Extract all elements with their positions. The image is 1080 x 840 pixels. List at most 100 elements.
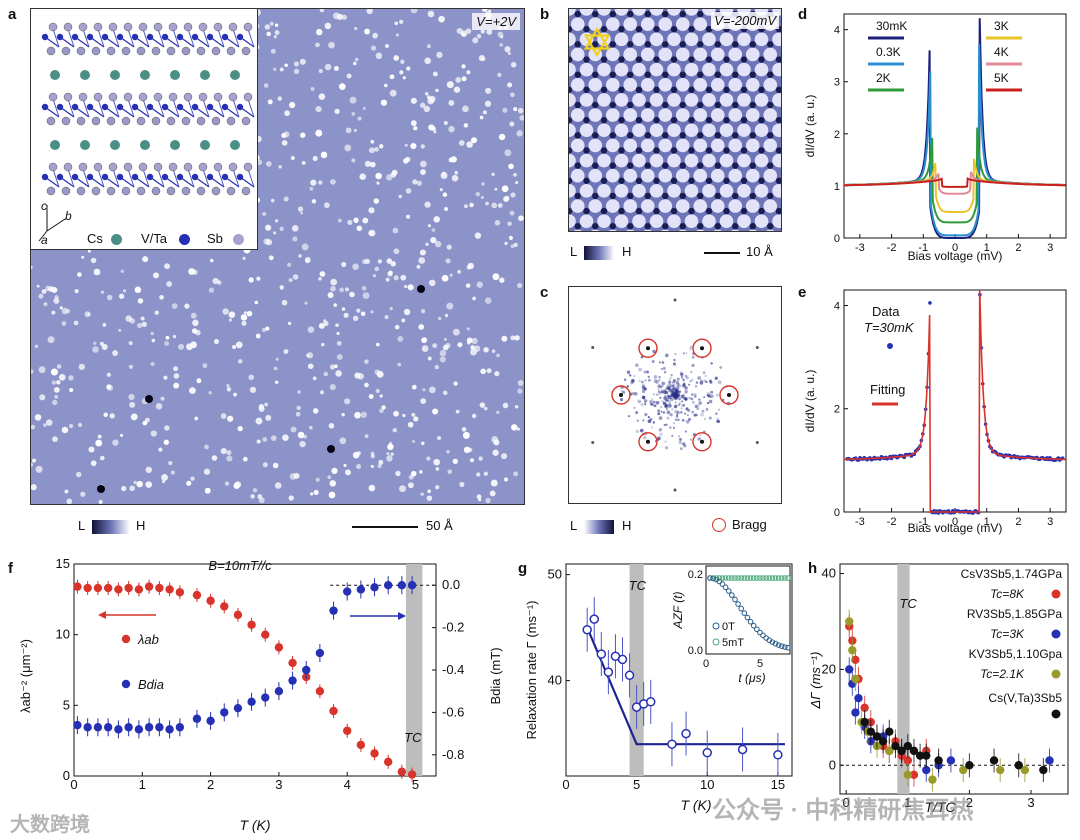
tc-label: TC bbox=[899, 596, 917, 611]
surface-bright-spot bbox=[514, 335, 520, 341]
surface-bright-spot bbox=[318, 277, 322, 281]
lattice-bright-site bbox=[658, 138, 673, 153]
bond bbox=[52, 28, 60, 48]
vta-atom bbox=[146, 103, 154, 111]
data-point bbox=[617, 654, 628, 665]
lattice-bright-site bbox=[693, 199, 708, 213]
surface-bright-spot bbox=[275, 357, 279, 361]
lattice-bright-site bbox=[737, 214, 751, 228]
surface-bright-spot bbox=[173, 373, 180, 379]
surface-bright-spot bbox=[391, 169, 398, 176]
secondary-peak bbox=[591, 346, 595, 349]
lattice-bright-site bbox=[745, 199, 760, 213]
surface-bright-spot bbox=[56, 380, 61, 385]
surface-bright-spot bbox=[303, 434, 307, 439]
surface-bright-spot bbox=[281, 140, 288, 146]
inset-5mT-point bbox=[757, 575, 763, 581]
bond bbox=[112, 98, 120, 118]
lattice-dark-site bbox=[688, 177, 695, 184]
surface-bright-spot bbox=[466, 70, 471, 75]
surface-bright-spot bbox=[38, 366, 46, 374]
fft-noise bbox=[631, 379, 635, 383]
x-tick-label: 1 bbox=[984, 242, 990, 254]
surface-bright-spot bbox=[504, 149, 512, 157]
data-point-Cs(V,Ta)3Sb5 bbox=[909, 746, 919, 756]
surface-bright-spot bbox=[129, 485, 136, 492]
sb-atom bbox=[61, 116, 71, 126]
surface-bright-spot bbox=[491, 172, 495, 176]
fft-noise bbox=[631, 392, 635, 396]
lattice-dark-site bbox=[592, 223, 599, 230]
fft-noise bbox=[635, 411, 639, 414]
right-tick-label: 0.0 bbox=[442, 577, 460, 592]
surface-bright-spot bbox=[120, 433, 124, 438]
surface-bright-spot bbox=[420, 492, 424, 496]
fft-noise bbox=[673, 394, 676, 397]
x-tick-label: 15 bbox=[771, 777, 785, 792]
lattice-dark-site bbox=[749, 101, 756, 109]
surface-bright-spot bbox=[213, 339, 219, 345]
lambda-point bbox=[288, 658, 297, 668]
surface-bright-spot bbox=[329, 364, 336, 370]
surface-bright-spot bbox=[267, 99, 273, 105]
lattice-dark-site bbox=[569, 207, 573, 215]
lattice-dark-site bbox=[618, 26, 625, 33]
sb-atom bbox=[106, 46, 116, 56]
surface-bright-spot bbox=[436, 51, 443, 59]
surface-bright-spot bbox=[272, 462, 279, 469]
lattice-dark-site bbox=[653, 116, 660, 124]
lambda-point bbox=[383, 757, 393, 767]
surface-bright-spot bbox=[386, 258, 393, 264]
surface-bright-spot bbox=[273, 67, 277, 71]
surface-bright-spot bbox=[432, 343, 438, 349]
fft-noise bbox=[683, 412, 686, 415]
surface-bright-spot bbox=[399, 485, 406, 493]
lattice-dark-site bbox=[583, 86, 590, 94]
surface-bright-spot bbox=[399, 70, 404, 75]
surface-bright-spot bbox=[45, 419, 53, 426]
surface-bright-spot bbox=[338, 83, 346, 90]
surface-bright-spot bbox=[54, 295, 59, 300]
bond bbox=[202, 168, 210, 188]
lattice-dark-site bbox=[618, 56, 625, 63]
fft-noise bbox=[679, 447, 683, 451]
lattice-dark-site bbox=[600, 86, 608, 94]
cs-atom bbox=[110, 70, 120, 80]
surface-bright-spot bbox=[163, 375, 168, 380]
bond bbox=[157, 28, 165, 48]
data-point bbox=[702, 747, 712, 758]
surface-bright-spot bbox=[513, 172, 517, 177]
bond bbox=[142, 98, 150, 118]
lattice-bright-site bbox=[719, 32, 734, 47]
surface-bright-spot bbox=[393, 55, 400, 61]
lambda-point bbox=[220, 602, 229, 611]
surface-bright-spot bbox=[427, 10, 435, 18]
lattice-bright-site bbox=[579, 214, 594, 228]
surface-bright-spot bbox=[154, 310, 159, 315]
lattice-bright-site bbox=[632, 62, 646, 77]
lattice-bright-site bbox=[719, 62, 734, 77]
x-axis-label: T (K) bbox=[680, 797, 711, 813]
inset-5mT-point bbox=[722, 575, 729, 581]
fft-noise bbox=[693, 413, 697, 417]
surface-bright-spot bbox=[460, 30, 468, 37]
surface-defect bbox=[145, 395, 153, 403]
fft-noise bbox=[658, 375, 661, 379]
surface-bright-spot bbox=[101, 344, 108, 351]
surface-bright-spot bbox=[95, 439, 103, 447]
lattice-bright-site bbox=[675, 199, 690, 213]
fft-noise bbox=[689, 347, 692, 350]
fft-noise bbox=[635, 363, 639, 367]
fft-noise bbox=[672, 386, 676, 391]
fft-noise bbox=[646, 370, 649, 374]
surface-bright-spot bbox=[501, 185, 509, 193]
fft-noise bbox=[685, 376, 689, 380]
bragg-peak bbox=[646, 346, 650, 351]
panel-d-label: d bbox=[798, 6, 808, 23]
sb-atom bbox=[78, 162, 88, 172]
sb-atom bbox=[196, 116, 206, 126]
surface-bright-spot bbox=[264, 24, 271, 30]
lattice-dark-site bbox=[697, 71, 704, 78]
